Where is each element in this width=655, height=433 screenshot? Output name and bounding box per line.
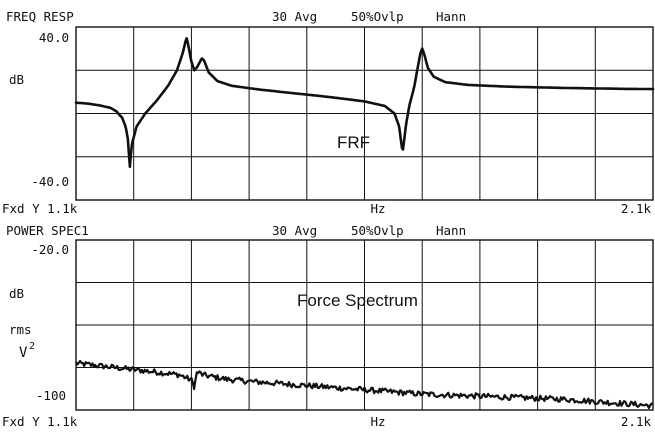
frf-trace [74,37,655,169]
frf-x-start-label: Fxd Y 1.1k [2,201,78,216]
frf-x-end-label: 2.1k [621,201,652,216]
frf-y-bottom-label: -40.0 [31,174,69,189]
frf-title: FREQ RESP [6,9,74,24]
ps-y-unit-superscript: 2 [29,341,35,352]
frf-grid [76,27,653,200]
frf-y-top-label: 40.0 [39,30,69,45]
frf-setting-window: Hann [436,9,466,24]
ps-y-top-label: -20.0 [31,242,69,257]
ps-setting-overlap: 50%Ovlp [351,223,404,238]
frf-x-axis-label: Hz [370,201,385,216]
ps-plot-frame [75,239,654,411]
ps-y-bottom-label: -100 [36,388,66,403]
ps-y-unit-db: dB [9,286,24,301]
frf-setting-avg: 30 Avg [272,9,317,24]
frf-panel: FREQ RESP 30 Avg 50%Ovlp Hann 40.0 dB -4… [2,9,655,216]
ps-x-end-label: 2.1k [621,414,652,429]
ps-title: POWER SPEC1 [6,223,89,238]
ps-setting-avg: 30 Avg [272,223,317,238]
ps-setting-window: Hann [436,223,466,238]
frf-plot-frame [75,26,654,201]
ps-annotation: Force Spectrum [297,291,418,310]
ps-y-unit-rms: rms [9,322,32,337]
ps-trace [75,359,654,410]
ps-grid [76,240,653,410]
frf-setting-overlap: 50%Ovlp [351,9,404,24]
ps-x-start-label: Fxd Y 1.1k [2,414,78,429]
frf-y-unit: dB [9,72,24,87]
ps-y-unit-v: V [19,345,28,361]
ps-x-axis-label: Hz [370,414,385,429]
frf-annotation: FRF [337,133,370,152]
power-spec-panel: POWER SPEC1 30 Avg 50%Ovlp Hann -20.0 dB… [2,223,654,429]
